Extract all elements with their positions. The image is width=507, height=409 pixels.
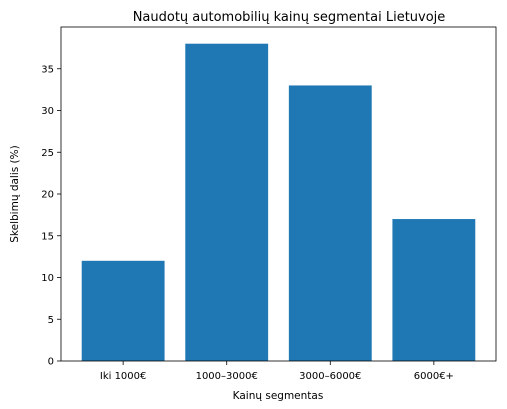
y-tick-label: 0 <box>48 357 54 368</box>
x-tick-label: Iki 1000€ <box>100 371 147 382</box>
y-tick-label: 20 <box>41 190 54 201</box>
bar <box>392 219 476 361</box>
bar <box>81 260 165 361</box>
x-tick-label: 1000–3000€ <box>196 371 258 382</box>
x-tick-label: 6000€+ <box>414 371 454 382</box>
y-tick-label: 25 <box>41 148 54 159</box>
y-tick-label: 30 <box>41 106 54 117</box>
y-tick-label: 5 <box>48 315 54 326</box>
plot-frame <box>60 26 497 362</box>
y-tick-label: 10 <box>41 273 54 284</box>
y-axis-label: Skelbimų dalis (%) <box>9 145 21 242</box>
bar <box>288 85 372 361</box>
y-tick-label: 35 <box>41 64 54 75</box>
y-ticks-group: 0 5 10 15 20 25 30 35 <box>41 64 61 368</box>
x-ticks-group: Iki 1000€ 1000–3000€ 3000–6000€ 6000€+ <box>100 361 454 382</box>
x-tick-label: 3000–6000€ <box>299 371 361 382</box>
bars-group <box>81 43 476 361</box>
y-tick-label: 15 <box>41 231 54 242</box>
chart-title: Naudotų automobilių kainų segmentai Liet… <box>133 10 446 25</box>
bar <box>185 43 269 361</box>
x-axis-label: Kainų segmentas <box>233 390 324 402</box>
